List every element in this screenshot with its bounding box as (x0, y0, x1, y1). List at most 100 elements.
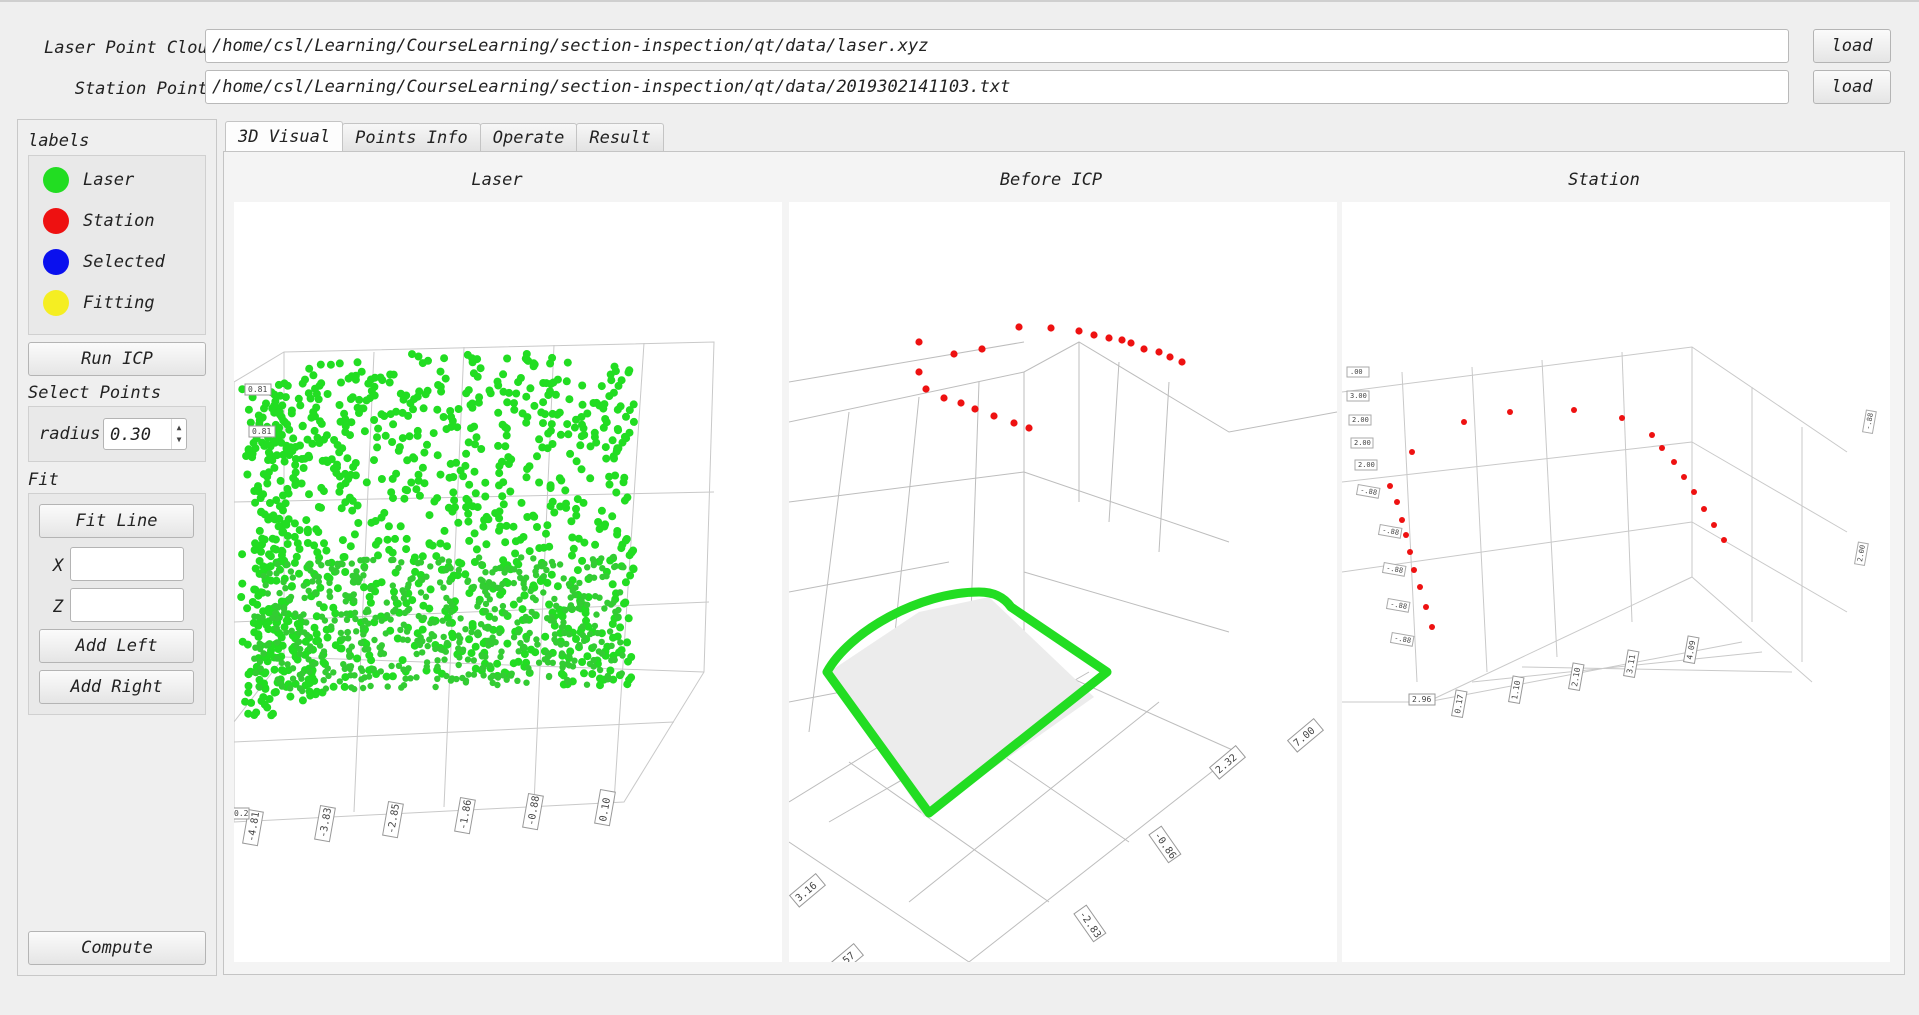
laser-point (238, 385, 247, 394)
tab-result[interactable]: Result (576, 123, 664, 151)
laser-point (276, 476, 285, 485)
laser-point (254, 591, 263, 600)
laser-point (502, 424, 511, 433)
station-x-tick: 4.09 (1685, 640, 1697, 661)
laser-point (449, 488, 458, 497)
before-icp-3d-view[interactable]: 3.16 1.57 -2.83 -0.86 2.32 7.00 (789, 202, 1337, 962)
laser-point (348, 506, 357, 515)
laser-point (395, 443, 404, 452)
laser-load-button[interactable]: load (1813, 29, 1891, 63)
laser-point (568, 551, 576, 560)
laser-point (491, 606, 498, 613)
laser-point (598, 638, 605, 646)
laser-point (297, 479, 306, 488)
laser-point (543, 648, 550, 656)
station-file-row: Station Points load (18, 70, 1894, 108)
laser-point (583, 409, 592, 418)
laser-point (298, 696, 307, 705)
before-icp-3d-plot[interactable]: 3.16 1.57 -2.83 -0.86 2.32 7.00 (789, 202, 1337, 962)
laser-3d-view[interactable]: -4.81 -3.83 -2.85 -1.86 -0.88 0.10 0.81 … (234, 202, 782, 962)
spin-down-icon[interactable]: ▼ (176, 435, 182, 444)
laser-point (455, 632, 462, 639)
laser-point (532, 571, 540, 579)
laser-point (583, 652, 592, 661)
spin-arrows[interactable]: ▲ ▼ (171, 419, 186, 449)
laser-point (295, 526, 304, 535)
laser-point (529, 594, 537, 601)
laser-point (415, 491, 424, 500)
laser-point (402, 545, 411, 554)
radius-spinbox[interactable]: 0.30 ▲ ▼ (103, 418, 187, 450)
laser-point (419, 601, 428, 610)
laser-point (322, 546, 331, 555)
laser-point (548, 353, 557, 362)
laser-point (480, 672, 487, 679)
laser-point (572, 511, 581, 520)
station-load-button[interactable]: load (1813, 70, 1891, 104)
run-icp-button[interactable]: Run ICP (28, 342, 206, 376)
laser-point (395, 564, 402, 572)
laser-point (437, 387, 446, 396)
laser-point (584, 564, 591, 571)
laser-point (354, 519, 363, 527)
laser-point (470, 583, 478, 591)
laser-point (455, 645, 462, 652)
station-3d-view[interactable]: 2.96 0.17 1.10 2.10 3.11 4.09 .00 3.00 2… (1342, 202, 1890, 962)
station-point (940, 394, 948, 402)
laser-point (386, 410, 395, 419)
laser-point (522, 617, 529, 624)
laser-point (334, 560, 341, 567)
laser-point (419, 649, 426, 656)
laser-point (528, 608, 535, 616)
laser-point (470, 467, 479, 476)
laser-point (383, 535, 392, 544)
x-input[interactable] (70, 547, 184, 581)
tab-3d-visual[interactable]: 3D Visual (225, 121, 344, 151)
laser-3d-plot[interactable]: -4.81 -3.83 -2.85 -1.86 -0.88 0.10 0.81 … (234, 202, 782, 962)
laser-file-path-input[interactable] (205, 29, 1789, 63)
laser-point (562, 503, 571, 512)
laser-point (331, 609, 340, 618)
add-right-button[interactable]: Add Right (39, 670, 194, 704)
laser-point (620, 496, 629, 505)
laser-point (498, 457, 506, 466)
laser-point (388, 672, 397, 681)
laser-point (246, 418, 255, 427)
station-file-path-input[interactable] (205, 70, 1789, 104)
laser-point (434, 381, 443, 389)
laser-point (518, 554, 525, 561)
laser-point (535, 659, 543, 666)
laser-point (249, 438, 258, 447)
laser-point (365, 673, 373, 680)
laser-point (250, 585, 259, 594)
station-3d-plot[interactable]: 2.96 0.17 1.10 2.10 3.11 4.09 .00 3.00 2… (1342, 202, 1890, 962)
tab-points-info[interactable]: Points Info (342, 123, 481, 151)
laser-point (413, 674, 420, 681)
laser-point (353, 654, 362, 663)
laser-point (464, 497, 473, 506)
tab-operate[interactable]: Operate (479, 123, 578, 151)
laser-point (284, 561, 291, 568)
laser-point (291, 679, 300, 688)
laser-point (445, 473, 454, 482)
laser-point (417, 559, 425, 566)
laser-point (259, 470, 268, 479)
laser-point (462, 677, 470, 684)
station-x-ticks: 2.96 0.17 1.10 2.10 3.11 4.09 (1408, 635, 1700, 719)
spin-up-icon[interactable]: ▲ (176, 423, 182, 432)
fit-line-button[interactable]: Fit Line (39, 504, 194, 538)
compute-button[interactable]: Compute (28, 931, 206, 965)
laser-point (361, 646, 368, 653)
z-input[interactable] (70, 588, 184, 622)
laser-point (512, 389, 521, 398)
laser-point (479, 522, 488, 531)
laser-point (515, 629, 522, 636)
laser-point (303, 528, 312, 537)
laser-point (485, 624, 493, 631)
laser-point (305, 656, 312, 663)
laser-point (361, 565, 368, 572)
laser-point (539, 419, 547, 428)
laser-point (454, 405, 463, 413)
laser-point (293, 539, 302, 548)
add-left-button[interactable]: Add Left (39, 629, 194, 663)
